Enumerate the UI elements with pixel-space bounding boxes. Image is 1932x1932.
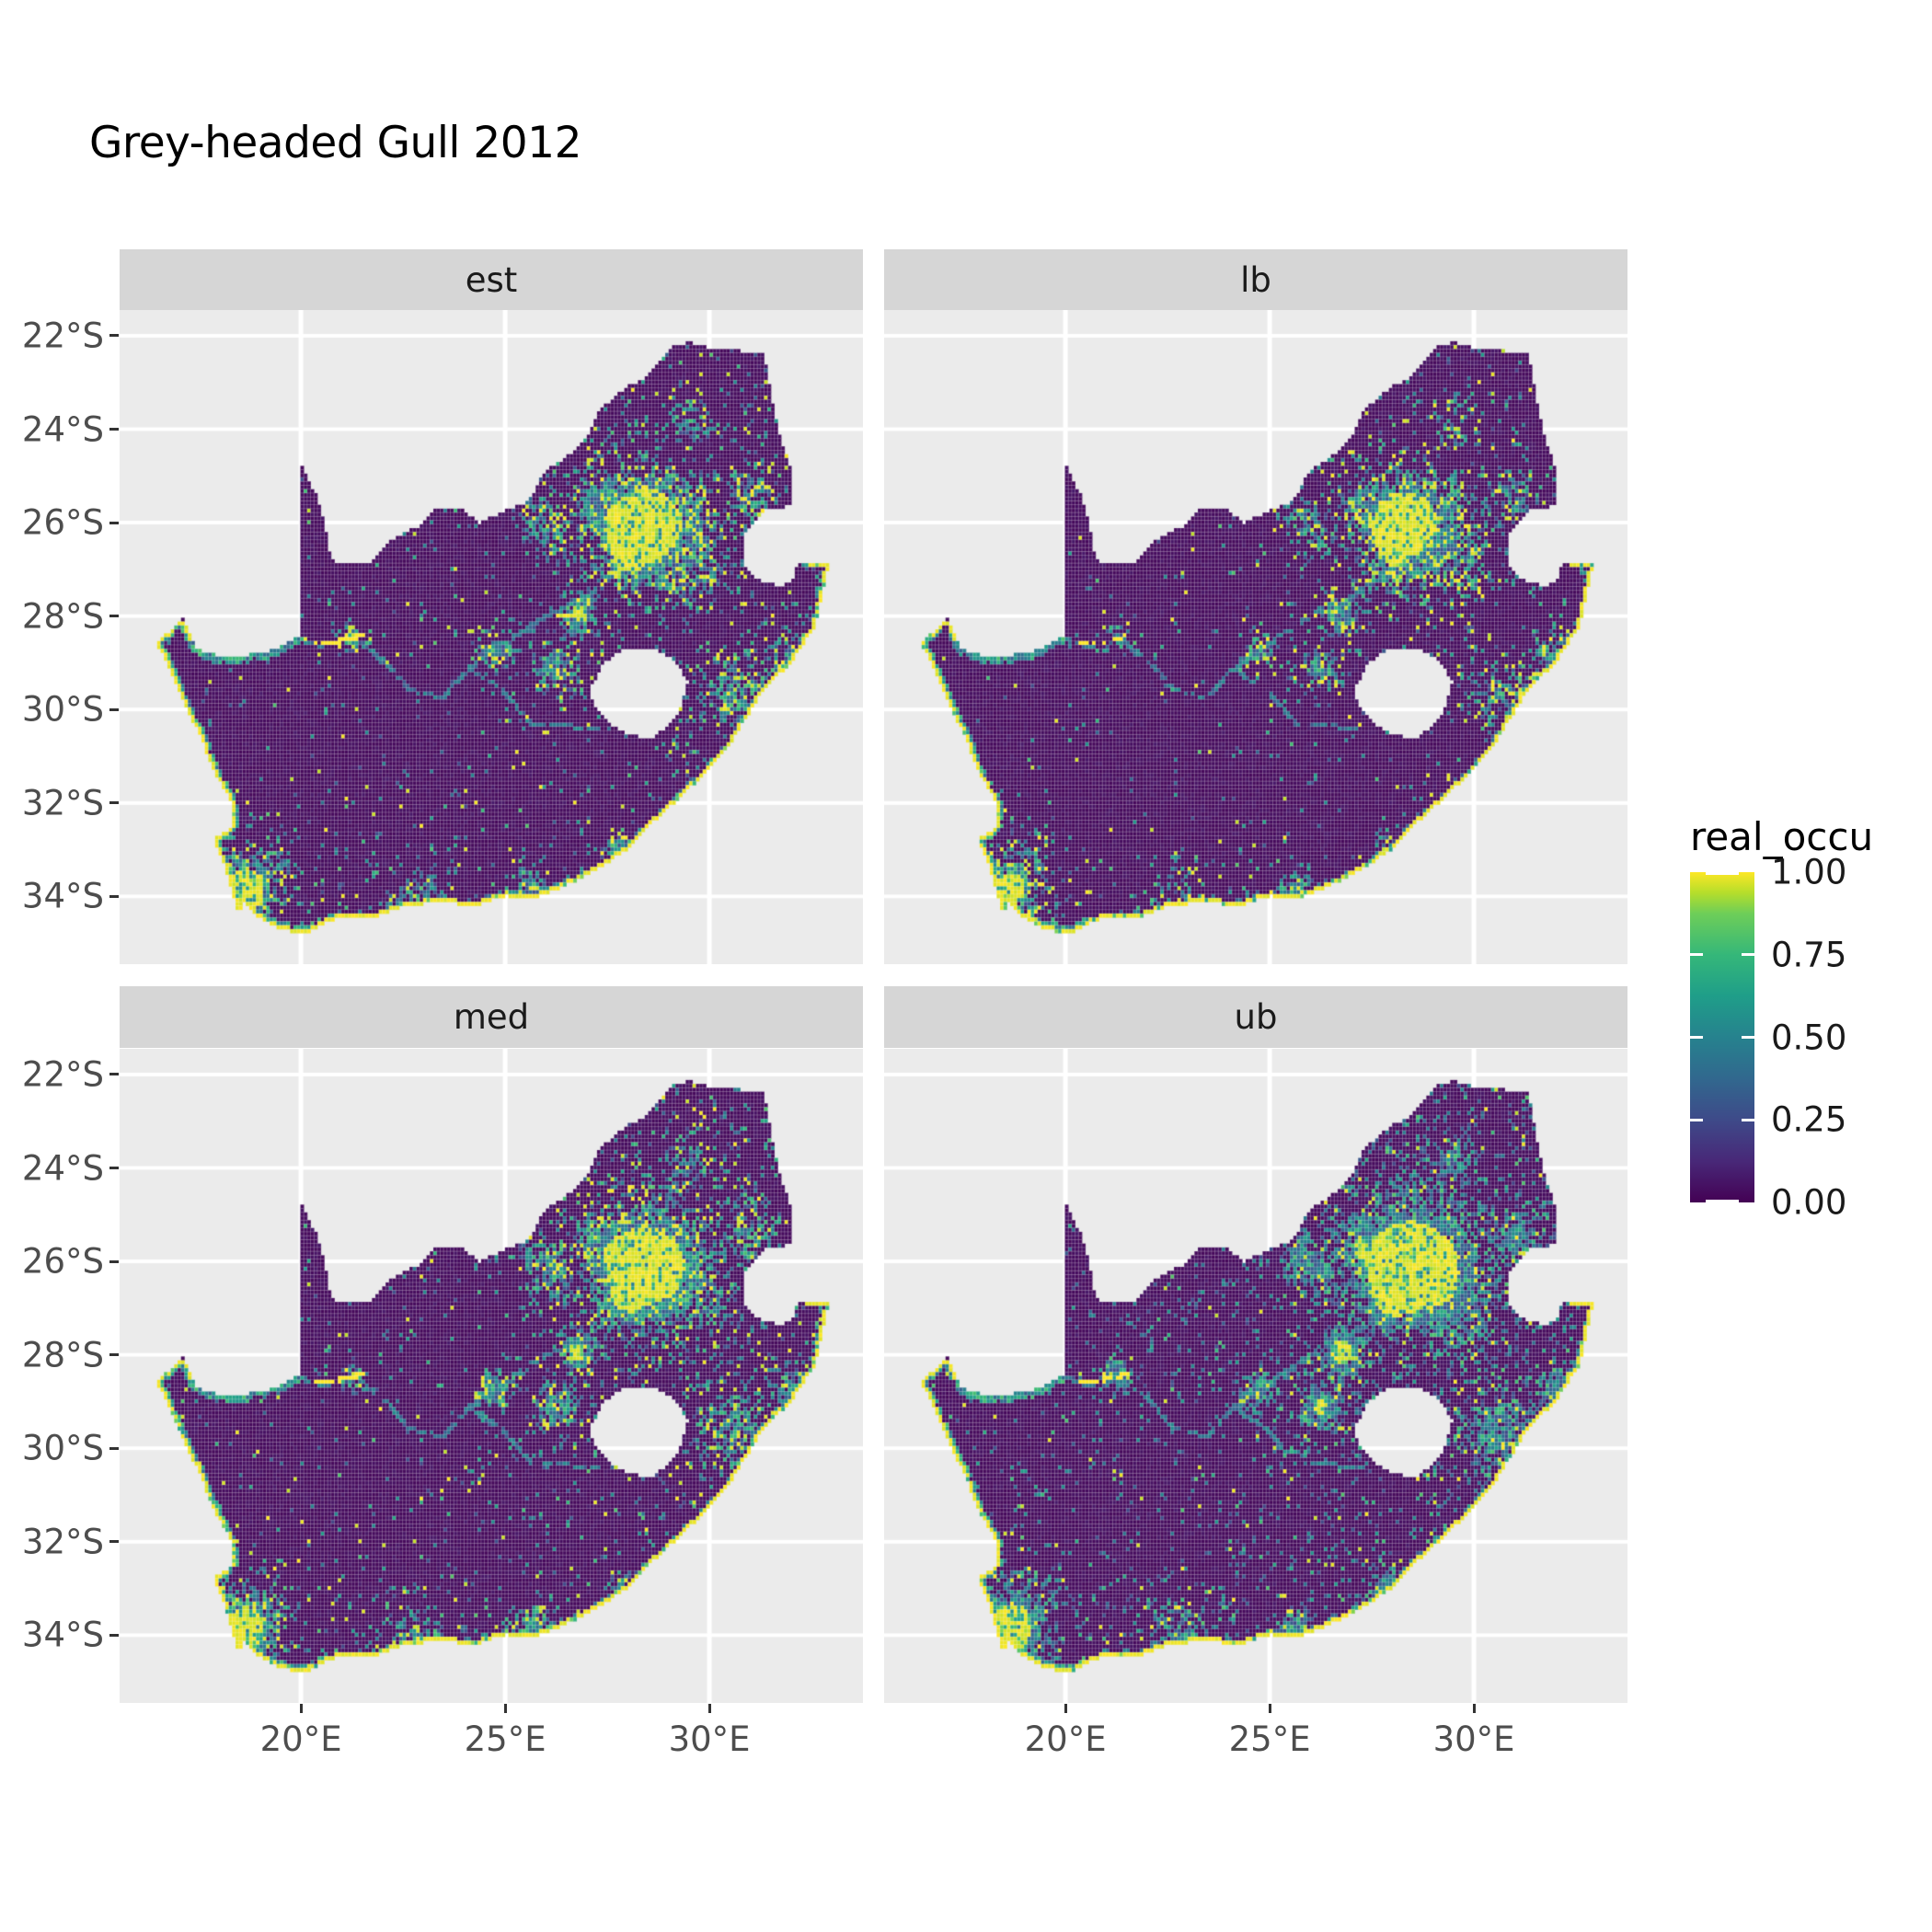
map-panel-med <box>120 1049 863 1703</box>
x-axis-label: 20°E <box>1024 1719 1107 1759</box>
map-panel-ub <box>884 1049 1627 1703</box>
y-axis-label: 28°S <box>21 1335 104 1375</box>
y-axis-label: 24°S <box>21 1148 104 1188</box>
x-axis-tick <box>1064 1704 1067 1713</box>
map-panel-est <box>120 310 863 964</box>
legend-tick <box>1706 1200 1739 1202</box>
map-raster-lb <box>884 310 1627 964</box>
y-axis-label: 28°S <box>21 596 104 637</box>
legend-label: 0.25 <box>1771 1099 1847 1140</box>
chart-title: Grey-headed Gull 2012 <box>89 118 581 168</box>
y-axis-label: 26°S <box>21 502 104 543</box>
y-axis-tick <box>109 428 119 431</box>
legend-tick <box>1742 1036 1754 1039</box>
y-axis-label: 34°S <box>21 1615 104 1655</box>
map-raster-ub <box>884 1049 1627 1703</box>
legend-tick <box>1690 1036 1703 1039</box>
x-axis-tick <box>299 1704 303 1713</box>
y-axis-tick <box>109 1259 119 1263</box>
map-raster-est <box>120 310 863 964</box>
y-axis-tick <box>109 1073 119 1076</box>
x-axis-label: 25°E <box>1228 1719 1311 1759</box>
facet-strip-est: est <box>120 249 863 311</box>
map-raster-med <box>120 1049 863 1703</box>
x-axis-tick <box>503 1704 507 1713</box>
facet-strip-lb: lb <box>884 249 1627 311</box>
facet-strip-label: est <box>465 260 518 300</box>
facet-strip-label: lb <box>1240 260 1271 300</box>
legend-label: 0.50 <box>1771 1018 1847 1057</box>
legend-title: real_occu <box>1690 814 1874 859</box>
legend-tick <box>1742 1118 1754 1121</box>
y-axis-tick <box>109 1167 119 1169</box>
legend-label: 0.75 <box>1771 935 1847 975</box>
legend-tick <box>1690 1118 1703 1121</box>
legend-tick <box>1742 953 1754 957</box>
x-axis-label: 30°E <box>668 1719 751 1759</box>
y-axis-label: 32°S <box>21 1522 104 1562</box>
y-axis-label: 26°S <box>21 1241 104 1282</box>
y-axis-tick <box>109 1633 119 1637</box>
map-panel-lb <box>884 310 1627 964</box>
x-axis-label: 20°E <box>259 1719 342 1759</box>
y-axis-tick <box>109 1446 119 1450</box>
y-axis-tick <box>109 801 119 805</box>
y-axis-label: 34°S <box>21 876 104 916</box>
y-axis-tick <box>109 521 119 524</box>
y-axis-tick <box>109 1353 119 1357</box>
y-axis-tick <box>109 707 119 711</box>
facet-strip-label: ub <box>1234 997 1278 1037</box>
x-axis-tick <box>1472 1704 1476 1713</box>
y-axis-label: 30°S <box>21 689 104 730</box>
x-axis-tick <box>1268 1704 1271 1713</box>
y-axis-tick <box>109 1540 119 1544</box>
y-axis-label: 22°S <box>21 1054 104 1095</box>
x-axis-label: 25°E <box>464 1719 546 1759</box>
legend-tick <box>1690 953 1703 957</box>
legend-label: 0.00 <box>1771 1182 1847 1223</box>
y-axis-tick <box>109 334 119 338</box>
x-axis-label: 30°E <box>1432 1719 1515 1759</box>
facet-strip-label: med <box>453 997 530 1037</box>
y-axis-tick <box>109 894 119 898</box>
y-axis-label: 24°S <box>21 409 104 449</box>
y-axis-tick <box>109 615 119 618</box>
legend-tick <box>1706 872 1739 875</box>
y-axis-label: 22°S <box>21 316 104 356</box>
y-axis-label: 32°S <box>21 783 104 823</box>
x-axis-tick <box>707 1704 711 1713</box>
legend-label: 1.00 <box>1771 852 1847 892</box>
y-axis-label: 30°S <box>21 1428 104 1468</box>
facet-strip-med: med <box>120 986 863 1048</box>
facet-strip-ub: ub <box>884 986 1627 1048</box>
